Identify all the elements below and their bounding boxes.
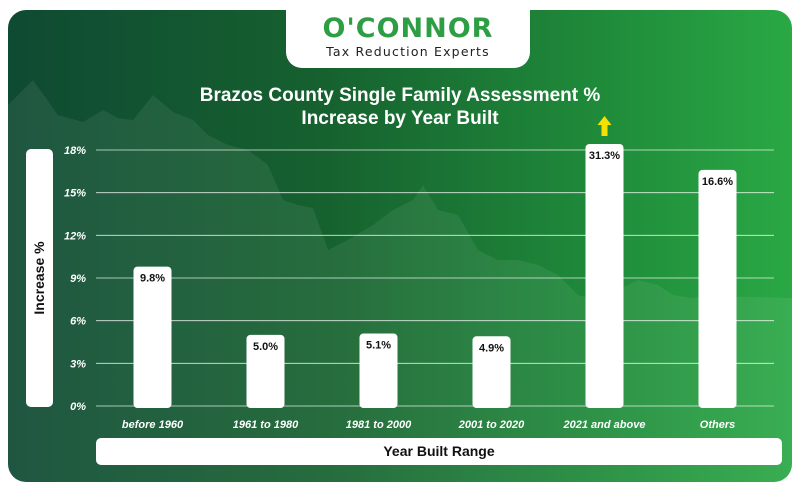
- bar: [133, 266, 172, 408]
- y-tick-label: 6%: [70, 316, 86, 328]
- x-axis-label: Year Built Range: [383, 443, 495, 459]
- bar-value-label: 5.1%: [366, 339, 391, 351]
- logo-tagline: Tax Reduction Experts: [326, 44, 490, 59]
- y-tick-label: 18%: [64, 145, 86, 157]
- x-category-label: 2001 to 2020: [458, 419, 525, 431]
- bar: [472, 336, 511, 408]
- bar: [585, 144, 624, 408]
- bar-chart: 0% 3% 6% 9% 12% 15% 18% 9.8% before 1960 5.0% 1961…: [64, 116, 774, 431]
- x-category-label: before 1960: [122, 419, 184, 431]
- chart-title: Brazos County Single Family Assessment %…: [8, 84, 792, 130]
- overflow-arrow-icon: [597, 116, 612, 136]
- x-category-label: Others: [700, 419, 735, 431]
- chart-title-line-2: Increase by Year Built: [301, 108, 499, 129]
- logo-wordmark: O'CONNOR: [322, 13, 494, 44]
- bar-value-label: 16.6%: [702, 176, 733, 188]
- x-category-label: 1961 to 1980: [233, 419, 299, 431]
- y-tick-label: 12%: [64, 230, 86, 242]
- bar-value-label: 9.8%: [140, 273, 165, 285]
- y-tick-label: 3%: [70, 358, 86, 370]
- x-category-label: 2021 and above: [563, 419, 646, 431]
- x-category-label: 1981 to 2000: [346, 419, 412, 431]
- y-axis-label-box: [26, 149, 53, 407]
- bar: [359, 333, 398, 408]
- bar-value-label: 31.3%: [589, 150, 620, 162]
- x-axis-label-box: Year Built Range: [96, 438, 782, 465]
- bar: [698, 169, 737, 408]
- chart-title-line-1: Brazos County Single Family Assessment %: [199, 85, 601, 106]
- y-tick-label: 15%: [64, 188, 86, 200]
- y-tick-label: 0%: [70, 401, 86, 413]
- logo: O'CONNOR Tax Reduction Experts: [286, 10, 530, 68]
- chart-card: O'CONNOR Tax Reduction Experts Brazos Co…: [8, 10, 792, 482]
- bar-value-label: 5.0%: [253, 341, 278, 353]
- y-tick-label: 9%: [70, 273, 86, 285]
- bar-value-label: 4.9%: [479, 342, 504, 354]
- bar: [246, 334, 285, 408]
